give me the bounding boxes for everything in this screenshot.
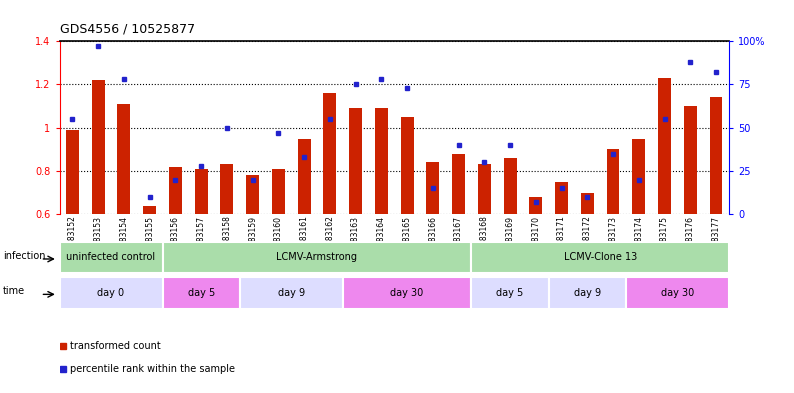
Text: infection: infection: [3, 251, 45, 261]
Text: day 0: day 0: [98, 288, 125, 298]
Text: day 9: day 9: [574, 288, 601, 298]
Text: uninfected control: uninfected control: [67, 252, 156, 263]
Bar: [478, 164, 491, 344]
Text: GDS4556 / 10525877: GDS4556 / 10525877: [60, 22, 195, 35]
Bar: [503, 158, 517, 344]
Bar: [143, 206, 156, 344]
Text: day 5: day 5: [496, 288, 524, 298]
Text: day 5: day 5: [187, 288, 214, 298]
Bar: [555, 182, 568, 344]
Text: LCMV-Armstrong: LCMV-Armstrong: [276, 252, 357, 263]
Text: LCMV-Clone 13: LCMV-Clone 13: [564, 252, 637, 263]
Bar: [658, 78, 671, 344]
Bar: [323, 93, 337, 344]
Text: day 9: day 9: [278, 288, 305, 298]
Bar: [195, 169, 207, 344]
Text: transformed count: transformed count: [71, 341, 161, 351]
Bar: [632, 138, 646, 344]
Bar: [530, 197, 542, 344]
Text: day 30: day 30: [661, 288, 694, 298]
Bar: [401, 117, 414, 344]
Bar: [272, 169, 285, 344]
Text: day 30: day 30: [391, 288, 424, 298]
Bar: [426, 162, 439, 344]
Bar: [607, 149, 619, 344]
Bar: [92, 80, 105, 344]
Bar: [221, 164, 233, 344]
Bar: [375, 108, 387, 344]
Text: percentile rank within the sample: percentile rank within the sample: [71, 364, 236, 375]
Bar: [169, 167, 182, 344]
Bar: [452, 154, 465, 344]
Bar: [298, 138, 310, 344]
Bar: [349, 108, 362, 344]
Bar: [684, 106, 696, 344]
Bar: [246, 175, 259, 344]
Bar: [118, 104, 130, 344]
Bar: [66, 130, 79, 344]
Bar: [581, 193, 594, 344]
Bar: [710, 97, 723, 344]
Text: time: time: [3, 286, 25, 296]
